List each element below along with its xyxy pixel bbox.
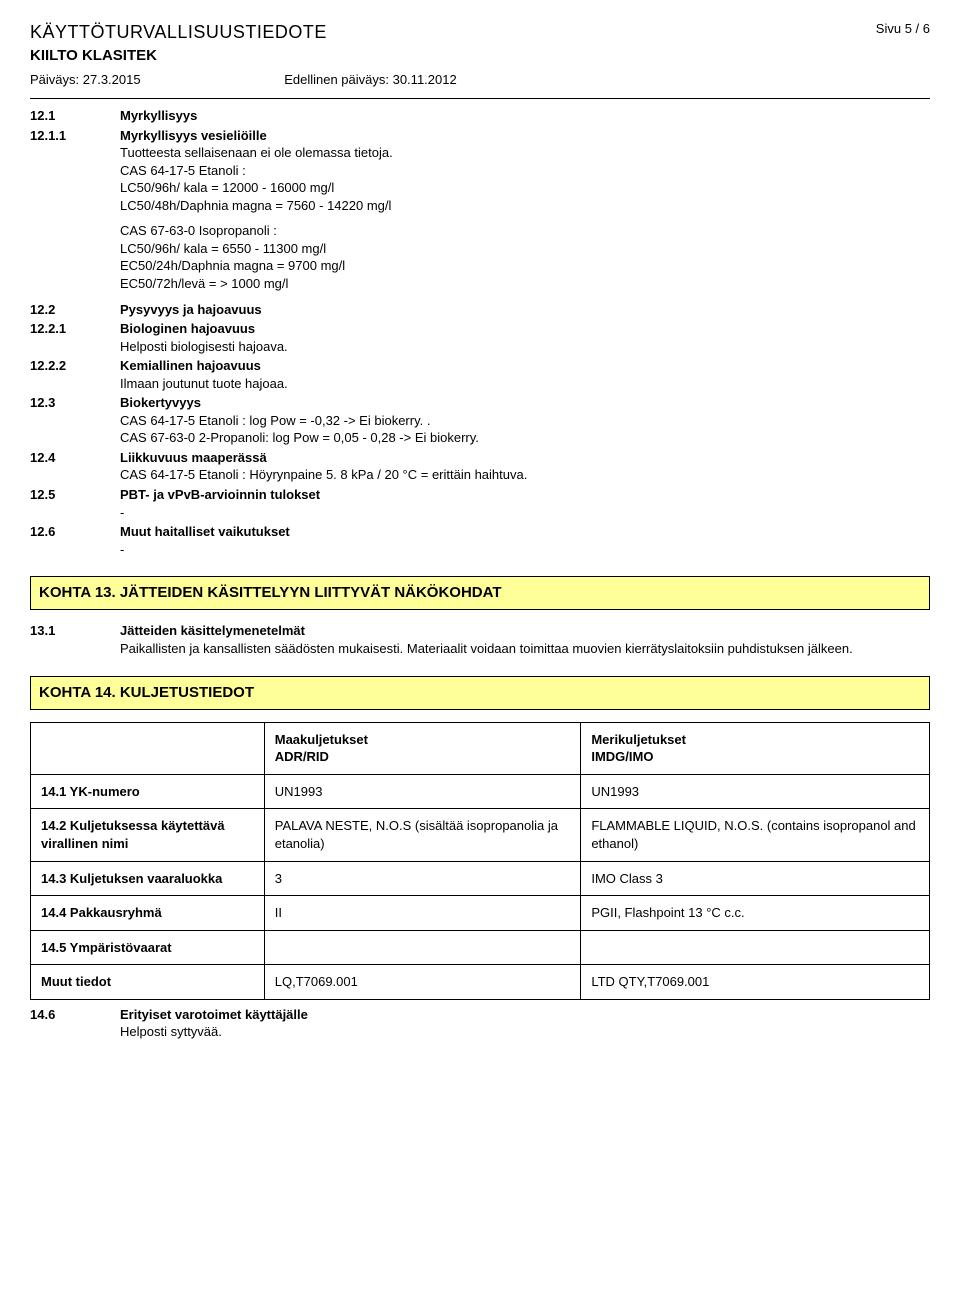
product-name: KIILTO KLASITEK	[30, 46, 327, 66]
num-12-3: 12.3	[30, 394, 120, 447]
transport-table: Maakuljetukset ADR/RID Merikuljetukset I…	[30, 722, 930, 1000]
table-row: Muut tiedot LQ,T7069.001 LTD QTY,T7069.0…	[31, 965, 930, 1000]
num-13-1: 13.1	[30, 622, 120, 657]
num-14-6: 14.6	[30, 1006, 120, 1041]
table-row: 14.2 Kuljetuksessa käytettävä virallinen…	[31, 809, 930, 861]
text-12-1-1e: CAS 67-63-0 Isopropanoli :	[120, 222, 930, 240]
num-12-4: 12.4	[30, 449, 120, 484]
num-12-2-1: 12.2.1	[30, 320, 120, 355]
heading-12-2: Pysyvyys ja hajoavuus	[120, 301, 930, 319]
text-12-3a: CAS 64-17-5 Etanoli : log Pow = -0,32 ->…	[120, 412, 930, 430]
table-row: Maakuljetukset ADR/RID Merikuljetukset I…	[31, 722, 930, 774]
text-12-2-2: Ilmaan joutunut tuote hajoaa.	[120, 375, 930, 393]
row-muut-c1: LQ,T7069.001	[264, 965, 581, 1000]
row-14-1-c2: UN1993	[581, 774, 930, 809]
table-row: 14.4 Pakkausryhmä II PGII, Flashpoint 13…	[31, 896, 930, 931]
row-14-5-c1	[264, 930, 581, 965]
row-14-1-label: 14.1 YK-numero	[31, 774, 265, 809]
text-12-1-1f: LC50/96h/ kala = 6550 - 11300 mg/l	[120, 240, 930, 258]
heading-12-5: PBT- ja vPvB-arvioinnin tulokset	[120, 486, 930, 504]
table-row: 14.1 YK-numero UN1993 UN1993	[31, 774, 930, 809]
section-14-bar: KOHTA 14. KULJETUSTIEDOT	[30, 676, 930, 710]
heading-12-1-1: Myrkyllisyys vesieliöille	[120, 127, 930, 145]
prev-date-label: Edellinen päiväys: 30.11.2012	[284, 71, 457, 89]
row-14-4-c1: II	[264, 896, 581, 931]
num-12-1-1: 12.1.1	[30, 127, 120, 215]
heading-14-6: Erityiset varotoimet käyttäjälle	[120, 1006, 930, 1024]
row-14-4-c2: PGII, Flashpoint 13 °C c.c.	[581, 896, 930, 931]
col2a: Merikuljetukset	[591, 731, 919, 749]
row-14-2-label: 14.2 Kuljetuksessa käytettävä virallinen…	[31, 809, 265, 861]
text-12-5: -	[120, 504, 930, 522]
block-isopropanoli: CAS 67-63-0 Isopropanoli : LC50/96h/ kal…	[120, 222, 930, 292]
text-12-1-1a: Tuotteesta sellaisenaan ei ole olemassa …	[120, 144, 930, 162]
row-14-3-label: 14.3 Kuljetuksen vaaraluokka	[31, 861, 265, 896]
heading-12-1: Myrkyllisyys	[120, 107, 930, 125]
row-14-5-c2	[581, 930, 930, 965]
heading-13-1: Jätteiden käsittelymenetelmät	[120, 622, 930, 640]
text-12-1-1g: EC50/24h/Daphnia magna = 9700 mg/l	[120, 257, 930, 275]
row-14-2-c1: PALAVA NESTE, N.O.S (sisältää isopropano…	[264, 809, 581, 861]
row-14-3-c2: IMO Class 3	[581, 861, 930, 896]
col1b: ADR/RID	[275, 748, 571, 766]
text-12-1-1h: EC50/72h/levä = > 1000 mg/l	[120, 275, 930, 293]
col-header-land: Maakuljetukset ADR/RID	[264, 722, 581, 774]
text-12-1-1c: LC50/96h/ kala = 12000 - 16000 mg/l	[120, 179, 930, 197]
row-14-4-label: 14.4 Pakkausryhmä	[31, 896, 265, 931]
row-14-5-label: 14.5 Ympäristövaarat	[31, 930, 265, 965]
text-12-6: -	[120, 541, 930, 559]
row-muut-c2: LTD QTY,T7069.001	[581, 965, 930, 1000]
date-label: Päiväys: 27.3.2015	[30, 72, 141, 87]
heading-12-4: Liikkuvuus maaperässä	[120, 449, 930, 467]
heading-12-2-1: Biologinen hajoavuus	[120, 320, 930, 338]
row-14-1-c1: UN1993	[264, 774, 581, 809]
text-12-1-1d: LC50/48h/Daphnia magna = 7560 - 14220 mg…	[120, 197, 930, 215]
cell-empty	[31, 722, 265, 774]
table-row: 14.3 Kuljetuksen vaaraluokka 3 IMO Class…	[31, 861, 930, 896]
col2b: IMDG/IMO	[591, 748, 919, 766]
page-number: Sivu 5 / 6	[876, 20, 930, 38]
row-muut-label: Muut tiedot	[31, 965, 265, 1000]
text-12-4: CAS 64-17-5 Etanoli : Höyrynpaine 5. 8 k…	[120, 466, 930, 484]
heading-12-6: Muut haitalliset vaikutukset	[120, 523, 930, 541]
text-12-1-1b: CAS 64-17-5 Etanoli :	[120, 162, 930, 180]
heading-12-3: Biokertyvyys	[120, 394, 930, 412]
num-12-2-2: 12.2.2	[30, 357, 120, 392]
num-12-6: 12.6	[30, 523, 120, 558]
col-header-sea: Merikuljetukset IMDG/IMO	[581, 722, 930, 774]
num-12-5: 12.5	[30, 486, 120, 521]
table-row: 14.5 Ympäristövaarat	[31, 930, 930, 965]
num-12-1: 12.1	[30, 107, 120, 125]
text-12-3b: CAS 67-63-0 2-Propanoli: log Pow = 0,05 …	[120, 429, 930, 447]
heading-12-2-2: Kemiallinen hajoavuus	[120, 357, 930, 375]
row-14-3-c1: 3	[264, 861, 581, 896]
col1a: Maakuljetukset	[275, 731, 571, 749]
num-12-2: 12.2	[30, 301, 120, 319]
header-divider	[30, 98, 930, 99]
row-14-2-c2: FLAMMABLE LIQUID, N.O.S. (contains isopr…	[581, 809, 930, 861]
text-14-6: Helposti syttyvää.	[120, 1023, 930, 1041]
section-13-bar: KOHTA 13. JÄTTEIDEN KÄSITTELYYN LIITTYVÄ…	[30, 576, 930, 610]
text-13-1: Paikallisten ja kansallisten säädösten m…	[120, 640, 930, 658]
doc-title: KÄYTTÖTURVALLISUUSTIEDOTE	[30, 20, 327, 44]
text-12-2-1: Helposti biologisesti hajoava.	[120, 338, 930, 356]
